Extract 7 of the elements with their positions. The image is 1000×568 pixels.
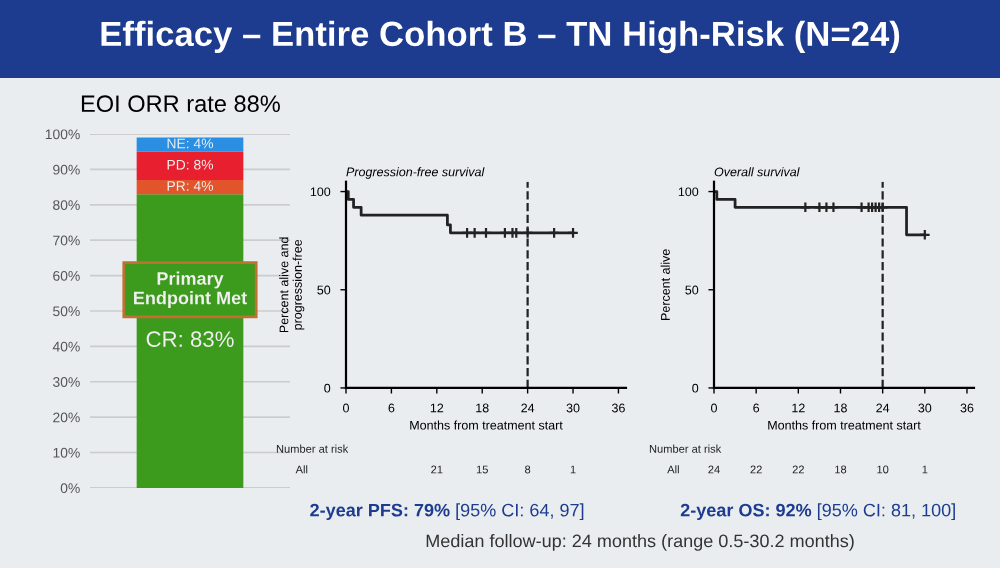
chart-subtitle: EOI ORR rate 88%: [81, 95, 280, 113]
text: 2-year OS: 92% [95% CI: 81, 100]: [680, 503, 955, 521]
annotation: Primary Endpoint Met: [134, 271, 247, 308]
text: Median follow-up: 24 months (range 0.5-30.2 months): [426, 534, 854, 551]
text: 2-year PFS: 79% [95% CI: 64, 97]: [310, 503, 584, 521]
text: Efficacy – Entire Cohort B – TN High-Risk (N=24): [101, 20, 900, 54]
data-label: CR: 83%: [146, 331, 234, 348]
